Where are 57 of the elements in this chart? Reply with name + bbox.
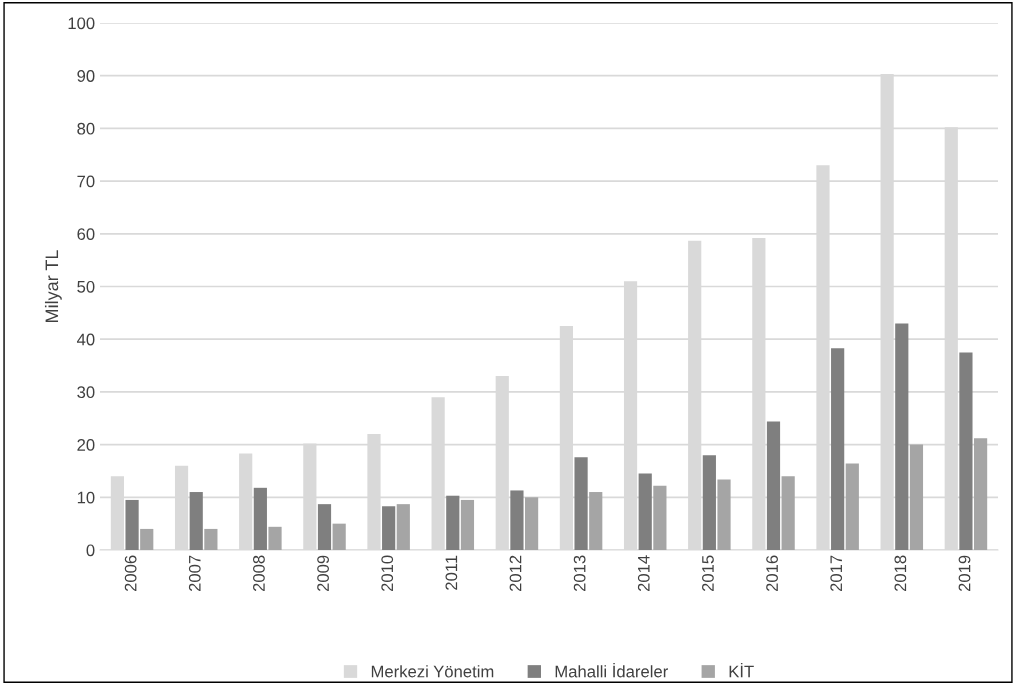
bar — [638, 473, 652, 550]
x-tick-label: 2018 — [894, 555, 907, 592]
y-tick-label: 100 — [68, 17, 95, 30]
bar — [140, 528, 154, 550]
y-tick-label: 30 — [77, 386, 95, 399]
x-tick-label: 2009 — [317, 555, 329, 592]
x-tick-label: 2019 — [958, 555, 971, 592]
bar — [253, 487, 267, 550]
x-tick-label: 2012 — [509, 555, 522, 592]
bar — [766, 421, 781, 550]
y-tick-label: 10 — [77, 491, 95, 504]
legend-label: Merkezi Yönetim — [371, 665, 494, 678]
bar — [317, 504, 332, 550]
x-tick-label: 2007 — [188, 555, 201, 592]
x-tick-label: 2008 — [253, 555, 265, 592]
legend-label: Mahalli İdareler — [555, 662, 668, 678]
bar — [589, 492, 603, 550]
bar — [653, 485, 667, 550]
bar — [895, 323, 909, 550]
bar — [382, 506, 396, 550]
bar — [524, 497, 539, 550]
bar — [574, 457, 588, 550]
bar — [332, 523, 346, 550]
bar — [717, 479, 731, 550]
x-tick-label: 2011 — [445, 555, 458, 590]
bar — [781, 476, 795, 550]
bar — [845, 463, 859, 550]
bar — [702, 455, 716, 550]
y-tick-label: 0 — [86, 544, 95, 557]
legend-label: KİT — [729, 662, 754, 678]
bar — [204, 528, 218, 550]
y-tick-label: 40 — [76, 333, 95, 346]
y-tick-label: 20 — [77, 439, 95, 451]
bar — [959, 352, 973, 550]
y-tick-label: 70 — [77, 175, 95, 188]
x-tick-label: 2016 — [766, 555, 778, 592]
x-tick-label: 2014 — [637, 555, 650, 592]
y-axis-title: Milyar TL — [44, 250, 62, 322]
x-tick-label: 2017 — [830, 555, 843, 592]
x-tick-label: 2006 — [124, 555, 137, 592]
bar — [268, 526, 282, 550]
bar — [396, 504, 410, 550]
bar — [909, 444, 924, 550]
bar — [125, 499, 139, 550]
y-tick-label: 50 — [77, 280, 95, 293]
y-tick-label: 90 — [77, 70, 95, 82]
bar — [189, 492, 203, 550]
x-tick-label: 2010 — [381, 555, 394, 592]
bar — [973, 438, 988, 550]
bar — [831, 348, 845, 550]
y-tick-label: 80 — [77, 122, 95, 135]
x-tick-label: 2015 — [702, 555, 714, 592]
y-tick-label: 60 — [77, 228, 95, 240]
bar — [460, 499, 475, 550]
bar — [446, 495, 460, 550]
bar — [510, 490, 524, 550]
x-tick-label: 2013 — [573, 555, 586, 592]
